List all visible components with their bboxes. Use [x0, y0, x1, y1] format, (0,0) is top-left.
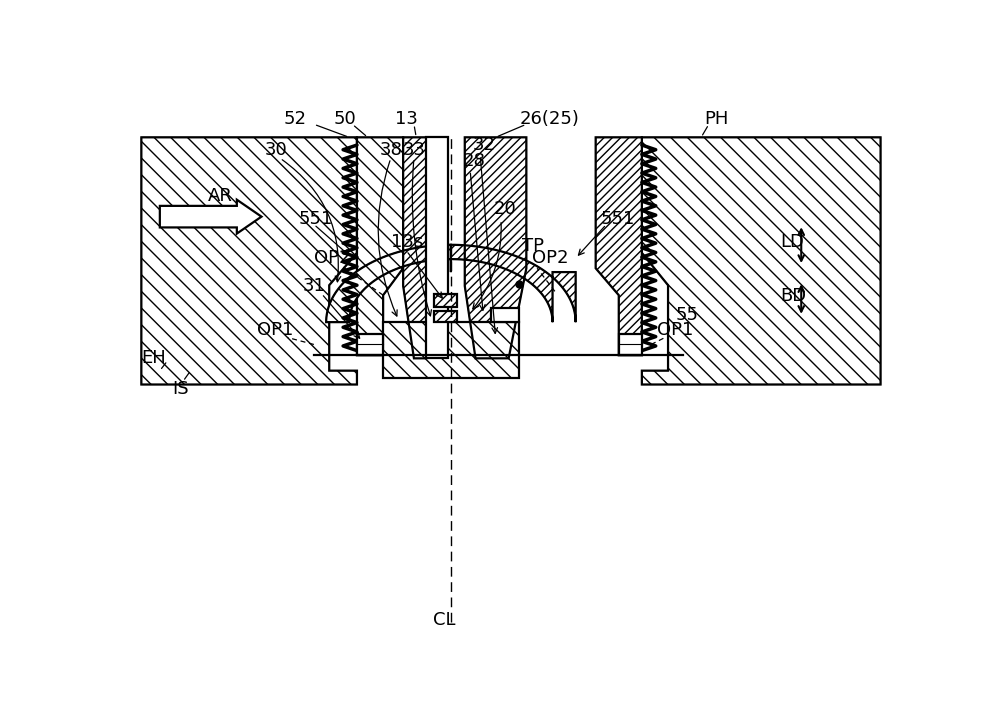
- Polygon shape: [383, 322, 519, 379]
- Text: OP1: OP1: [657, 322, 694, 339]
- Text: OP2: OP2: [532, 249, 568, 267]
- Polygon shape: [465, 137, 526, 358]
- Text: BD: BD: [780, 288, 807, 306]
- Text: 38: 38: [380, 141, 403, 159]
- Polygon shape: [434, 311, 457, 322]
- Text: 20: 20: [493, 200, 516, 218]
- Text: LD: LD: [780, 234, 804, 252]
- Text: OP2: OP2: [314, 249, 350, 267]
- Text: 13s: 13s: [391, 234, 423, 252]
- Bar: [426, 137, 448, 358]
- Text: 31: 31: [303, 278, 326, 296]
- Text: 551: 551: [601, 211, 635, 229]
- Polygon shape: [357, 334, 383, 355]
- Text: 13: 13: [395, 110, 418, 128]
- Polygon shape: [434, 293, 457, 306]
- Text: EH: EH: [141, 349, 166, 367]
- Polygon shape: [451, 245, 576, 322]
- Polygon shape: [642, 137, 881, 384]
- Text: 50: 50: [333, 110, 356, 128]
- Polygon shape: [326, 245, 451, 322]
- Text: 30: 30: [265, 141, 287, 159]
- Polygon shape: [403, 137, 437, 358]
- Text: OP1: OP1: [257, 322, 293, 339]
- Text: IS: IS: [172, 380, 189, 398]
- Polygon shape: [141, 137, 357, 384]
- Text: 52: 52: [284, 110, 307, 128]
- Polygon shape: [357, 137, 403, 355]
- Text: PH: PH: [704, 110, 729, 128]
- Text: TP: TP: [522, 236, 544, 255]
- Text: AR: AR: [208, 187, 233, 205]
- Text: 55: 55: [676, 306, 699, 324]
- Polygon shape: [596, 137, 642, 355]
- Polygon shape: [491, 309, 519, 322]
- Text: 33: 33: [403, 141, 426, 159]
- Text: CL: CL: [433, 611, 456, 629]
- Text: 32: 32: [472, 136, 495, 154]
- FancyArrow shape: [160, 200, 261, 234]
- Text: 28: 28: [462, 152, 485, 170]
- Text: 26(25): 26(25): [520, 110, 579, 128]
- Text: 551: 551: [298, 211, 333, 229]
- Polygon shape: [619, 334, 642, 355]
